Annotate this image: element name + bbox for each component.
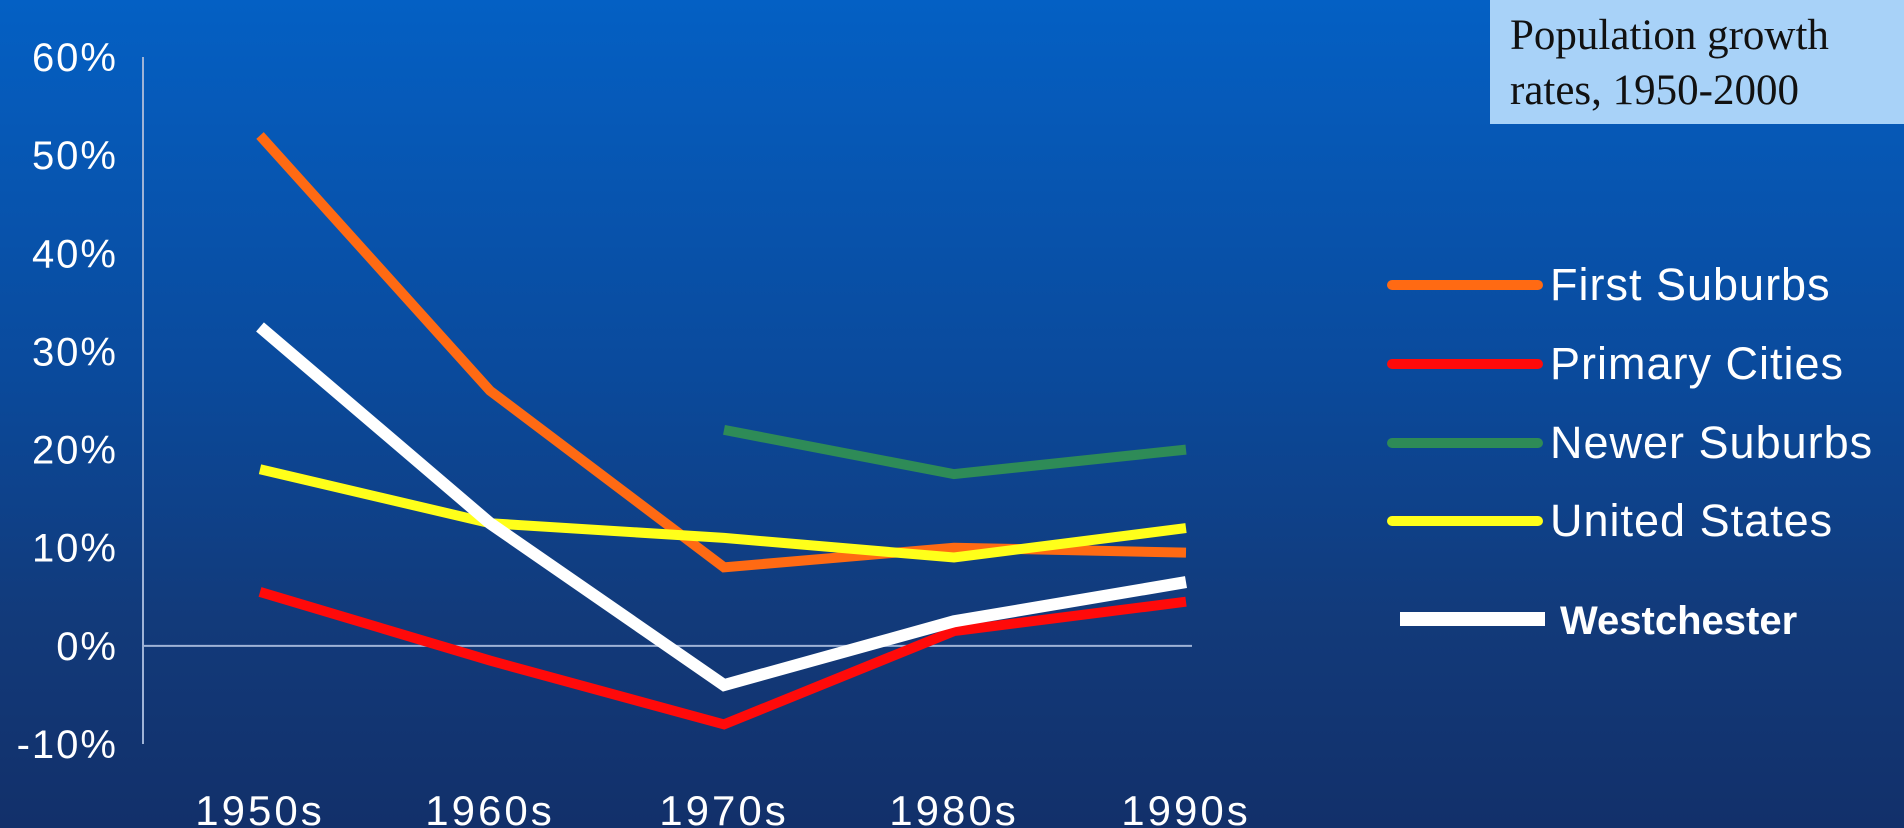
x-axis-tick-labels: 1950s 1960s 1970s 1980s 1990s: [195, 787, 1250, 828]
y-tick-label: 20%: [32, 429, 118, 473]
y-tick-label: 60%: [32, 36, 118, 80]
x-tick-label: 1950s: [195, 787, 324, 828]
x-tick-label: 1970s: [659, 787, 788, 828]
y-axis-tick-labels: 60% 50% 40% 30% 20% 10% 0% -10%: [17, 36, 118, 767]
y-tick-label: 40%: [32, 232, 118, 276]
legend: First Suburbs Primary Cities Newer Suburbs…: [1387, 259, 1873, 643]
series-line-primary-cities: [258, 587, 1187, 730]
chart-title-box: Population growth rates, 1950-2000: [1490, 0, 1904, 124]
y-tick-label: 30%: [32, 330, 118, 374]
x-tick-label: 1990s: [1121, 787, 1250, 828]
y-tick-label: -10%: [17, 723, 118, 767]
legend-label: Westchester: [1560, 599, 1797, 643]
series-lines: [256, 132, 1187, 730]
y-tick-label: 0%: [56, 625, 118, 669]
series-line-united-states: [258, 464, 1187, 563]
chart-title-line-1: Population growth: [1510, 12, 1829, 59]
chart-title-line-2: rates, 1950-2000: [1510, 67, 1799, 114]
legend-label: United States: [1550, 495, 1833, 546]
y-tick-label: 50%: [32, 134, 118, 178]
x-tick-label: 1980s: [889, 787, 1018, 828]
series-line-newer-suburbs: [723, 424, 1187, 480]
y-tick-label: 10%: [32, 527, 118, 571]
legend-label: First Suburbs: [1550, 259, 1831, 310]
legend-label: Newer Suburbs: [1550, 417, 1873, 468]
x-tick-label: 1960s: [425, 787, 554, 828]
legend-label: Primary Cities: [1550, 338, 1844, 389]
